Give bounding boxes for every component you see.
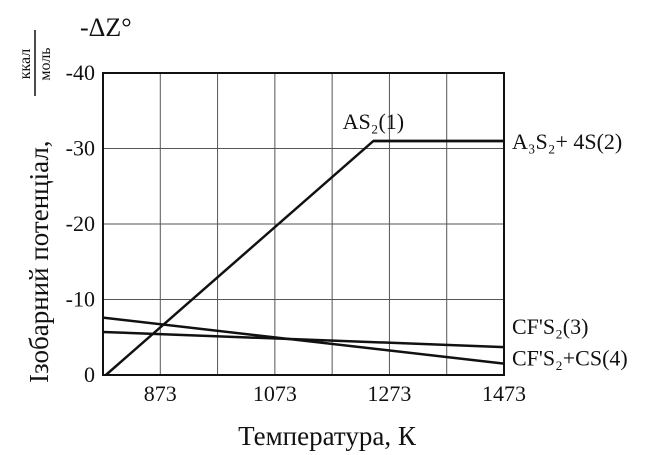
series-group — [102, 139, 505, 376]
y-tick-label: -20 — [66, 211, 95, 236]
y-axis-unit-denominator: моль — [37, 47, 54, 80]
y-tick-label: -40 — [66, 60, 95, 85]
series-label-4: CF'S₂+CS(4) — [512, 346, 628, 371]
x-tick-label: 1473 — [482, 381, 526, 406]
y-tick-label: -30 — [66, 136, 95, 161]
y-axis-unit: ккал моль — [17, 30, 54, 96]
series-label-2: A₃S₂+ 4S(2) — [512, 129, 622, 154]
x-tick-labels: 873 1073 1273 1473 — [144, 381, 526, 406]
y-axis-title: Ізобарний потенціал, — [24, 140, 54, 383]
x-tick-label: 1273 — [367, 381, 411, 406]
x-tick-label: 1073 — [253, 381, 297, 406]
plot-frame — [102, 72, 505, 376]
grid — [103, 73, 504, 375]
x-tick-label: 873 — [144, 381, 177, 406]
y-tick-labels: 0 -10 -20 -30 -40 — [66, 60, 95, 387]
series-line-4 — [102, 316, 505, 365]
y-quantity-label: -ΔZ° — [80, 13, 132, 42]
y-tick-label: 0 — [84, 362, 95, 387]
series-labels: AS₂(1) A₃S₂+ 4S(2) CF'S₂(3) CF'S₂+CS(4) — [343, 109, 628, 371]
series-label-1: AS₂(1) — [343, 109, 404, 134]
y-tick-label: -10 — [66, 287, 95, 312]
y-axis-unit-numerator: ккал — [17, 49, 34, 80]
x-axis-title: Температура, К — [238, 421, 417, 451]
series-label-3: CF'S₂(3) — [512, 314, 588, 339]
